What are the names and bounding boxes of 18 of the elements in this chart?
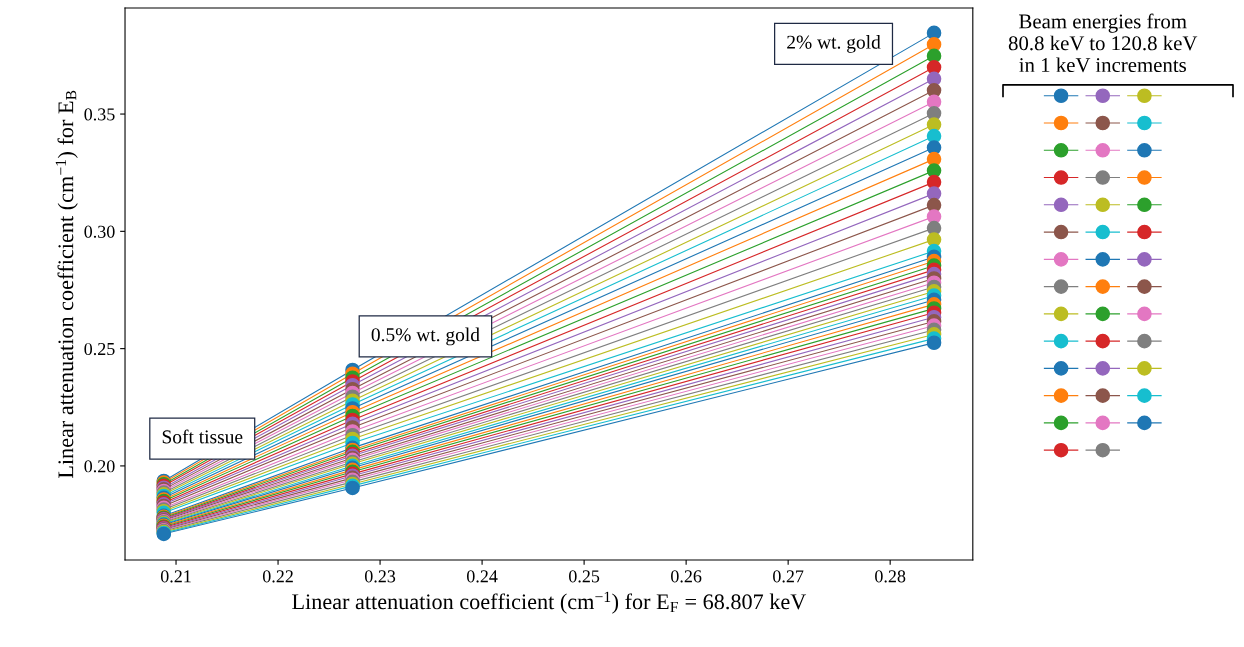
x-tick-label: 0.28	[875, 570, 906, 583]
x-axis-title: Linear attenuation coefficient (cm$^{−1}$) for E$_{F}$ = 68.807 keV	[292, 591, 807, 614]
x-tick-label: 0.25	[569, 570, 600, 583]
x-tick-label: 0.23	[364, 570, 396, 583]
annotation: 2% wt. gold	[787, 35, 881, 53]
x-tick-label: 0.22	[262, 570, 293, 583]
x-tick-label: 0.21	[160, 570, 191, 583]
y-axis-title: Linear attenuation coefficient (cm$^{−1}$) for E$_{B}$	[55, 90, 78, 479]
y-tick-label: 0.25	[84, 342, 115, 356]
y-tick-label: 0.30	[84, 225, 115, 238]
legend-title: Beam energies from 80.8 keV to 120.8 keV in 1 keV increments	[1008, 13, 1198, 73]
annotation: 0.5% wt. gold	[371, 327, 480, 346]
x-tick-label: 0.24	[466, 570, 498, 583]
annotation: Soft tissue	[162, 429, 243, 444]
x-tick-label: 0.27	[773, 570, 804, 583]
x-tick-label: 0.26	[671, 570, 702, 583]
y-tick-label: 0.35	[84, 108, 115, 121]
y-tick-label: 0.20	[84, 460, 115, 473]
